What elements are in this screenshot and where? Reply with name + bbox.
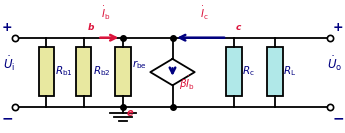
Text: b: b [88, 23, 94, 32]
Text: +: + [2, 21, 12, 34]
Text: $\beta\dot{I}_{\rm b}$: $\beta\dot{I}_{\rm b}$ [179, 75, 195, 92]
Text: $R_{\rm c}$: $R_{\rm c}$ [243, 65, 255, 78]
Text: +: + [333, 21, 343, 34]
Text: $\dot{U}_{\rm i}$: $\dot{U}_{\rm i}$ [3, 55, 15, 73]
Text: $R_{\rm L}$: $R_{\rm L}$ [284, 65, 297, 78]
Bar [39, 47, 54, 96]
Text: $R_{\rm b1}$: $R_{\rm b1}$ [55, 65, 73, 78]
Bar [115, 47, 131, 96]
Text: $R_{\rm b2}$: $R_{\rm b2}$ [92, 65, 110, 78]
Bar [267, 47, 283, 96]
Text: −: − [332, 112, 344, 126]
Text: c: c [236, 23, 241, 32]
Text: $\dot{I}_{\rm c}$: $\dot{I}_{\rm c}$ [200, 5, 208, 22]
Text: $\dot{U}_{\rm o}$: $\dot{U}_{\rm o}$ [327, 55, 342, 73]
Text: $r_{\rm be}$: $r_{\rm be}$ [132, 58, 147, 71]
Text: $\dot{I}_{\rm b}$: $\dot{I}_{\rm b}$ [101, 5, 111, 22]
Text: −: − [1, 112, 13, 126]
Bar [226, 47, 242, 96]
Text: e: e [126, 108, 133, 118]
Bar [76, 47, 91, 96]
